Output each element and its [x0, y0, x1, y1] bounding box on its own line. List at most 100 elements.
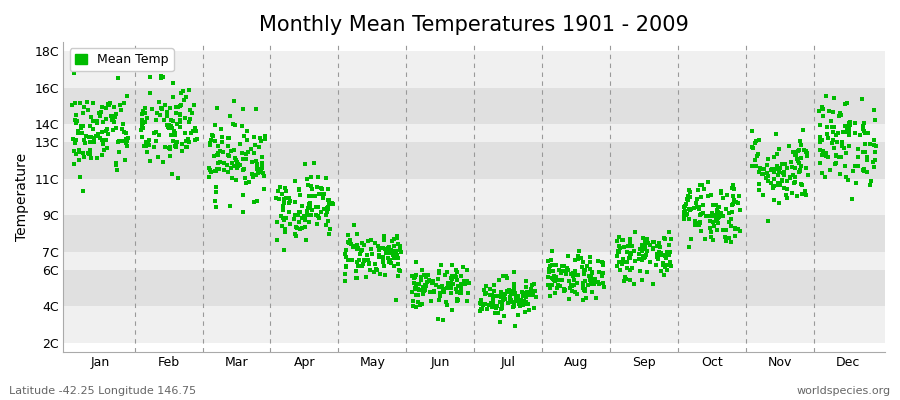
- Point: [503, 288, 517, 294]
- Point: [749, 163, 763, 169]
- Point: [640, 248, 654, 254]
- Point: [292, 186, 306, 192]
- Point: [170, 175, 184, 181]
- Point: [291, 212, 305, 219]
- Point: [350, 275, 365, 282]
- Point: [639, 269, 653, 275]
- Point: [182, 139, 196, 145]
- Point: [425, 280, 439, 286]
- Point: [415, 301, 429, 307]
- Point: [760, 170, 774, 176]
- Point: [212, 166, 226, 172]
- Point: [705, 210, 719, 216]
- Point: [779, 165, 794, 172]
- Point: [274, 212, 288, 219]
- Point: [248, 149, 262, 156]
- Point: [812, 108, 826, 114]
- Point: [681, 206, 696, 212]
- Point: [187, 125, 202, 131]
- Point: [436, 286, 451, 292]
- Point: [586, 276, 600, 282]
- Point: [788, 174, 802, 180]
- Point: [297, 213, 311, 219]
- Point: [209, 204, 223, 210]
- Point: [791, 148, 806, 154]
- Point: [512, 301, 526, 308]
- Point: [722, 234, 736, 241]
- Point: [568, 268, 582, 274]
- Point: [114, 107, 129, 114]
- Point: [860, 169, 874, 175]
- Point: [650, 250, 664, 257]
- Point: [385, 248, 400, 254]
- Point: [837, 101, 851, 108]
- Point: [842, 120, 856, 126]
- Point: [305, 186, 320, 192]
- Point: [813, 135, 827, 141]
- Point: [183, 116, 197, 122]
- Point: [705, 234, 719, 240]
- Point: [393, 268, 408, 274]
- Point: [641, 240, 655, 246]
- Point: [494, 293, 508, 300]
- Point: [473, 306, 488, 312]
- Point: [589, 276, 603, 282]
- Point: [518, 308, 532, 315]
- Point: [356, 258, 371, 264]
- Point: [716, 195, 731, 202]
- Point: [444, 285, 458, 292]
- Point: [355, 240, 369, 246]
- Point: [212, 150, 226, 157]
- Point: [625, 242, 639, 249]
- Point: [276, 246, 291, 253]
- Point: [392, 247, 407, 253]
- Point: [154, 105, 168, 111]
- Point: [577, 287, 591, 293]
- Point: [188, 128, 202, 134]
- Point: [364, 251, 379, 257]
- Point: [460, 267, 474, 274]
- Point: [321, 186, 336, 193]
- Point: [143, 158, 157, 164]
- Point: [792, 147, 806, 153]
- Point: [508, 289, 522, 296]
- Point: [636, 254, 651, 261]
- Point: [513, 297, 527, 304]
- Point: [628, 229, 643, 236]
- Point: [682, 194, 697, 200]
- Y-axis label: Temperature: Temperature: [15, 153, 29, 241]
- Point: [314, 186, 328, 192]
- Point: [858, 140, 872, 147]
- Point: [479, 289, 493, 296]
- Point: [376, 245, 391, 252]
- Point: [166, 80, 181, 86]
- Point: [690, 187, 705, 193]
- Point: [382, 246, 396, 252]
- Point: [478, 290, 492, 297]
- Point: [416, 291, 430, 297]
- Point: [272, 196, 286, 202]
- Point: [346, 243, 361, 250]
- Point: [227, 162, 241, 169]
- Point: [345, 257, 359, 263]
- Point: [610, 238, 625, 244]
- Point: [517, 298, 531, 304]
- Point: [320, 206, 335, 212]
- Point: [500, 289, 515, 295]
- Point: [624, 250, 638, 256]
- Point: [70, 118, 85, 125]
- Point: [434, 262, 448, 268]
- Point: [375, 257, 390, 264]
- Point: [134, 127, 148, 134]
- Point: [173, 112, 187, 118]
- Point: [813, 147, 827, 153]
- Point: [518, 299, 533, 306]
- Point: [82, 134, 96, 140]
- Point: [162, 104, 176, 111]
- Point: [786, 164, 800, 170]
- Point: [242, 178, 256, 185]
- Point: [585, 269, 599, 276]
- Point: [748, 157, 762, 163]
- Point: [684, 236, 698, 242]
- Point: [856, 123, 870, 129]
